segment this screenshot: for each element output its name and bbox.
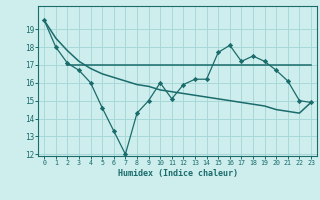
X-axis label: Humidex (Indice chaleur): Humidex (Indice chaleur): [118, 169, 238, 178]
